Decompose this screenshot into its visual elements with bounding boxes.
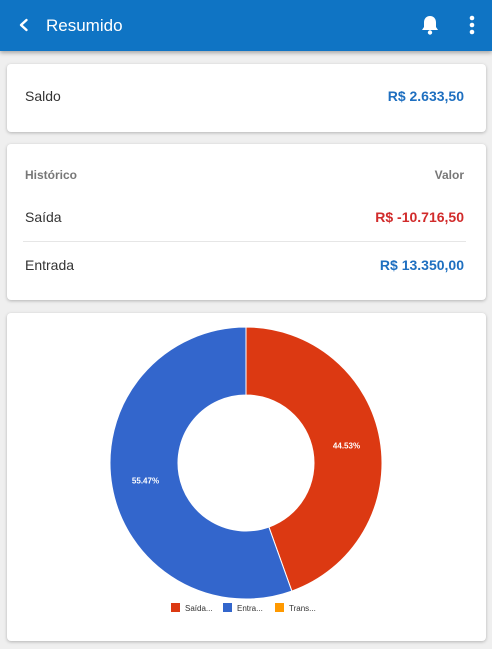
legend-swatch xyxy=(275,603,284,612)
more-vertical-icon xyxy=(469,15,475,35)
legend-item[interactable]: Saída... xyxy=(171,603,213,613)
balance-card: Saldo R$ 2.633,50 xyxy=(7,64,486,132)
balance-label: Saldo xyxy=(25,88,61,104)
history-row-label: Entrada xyxy=(25,257,75,273)
more-options-button[interactable] xyxy=(460,13,484,37)
app-bar: Resumido xyxy=(0,0,492,51)
history-row-label: Saída xyxy=(25,209,62,225)
row-divider xyxy=(23,241,466,242)
bell-icon xyxy=(422,16,438,35)
donut-chart: 44.53% 55.47% Saída... Entra... Trans... xyxy=(109,326,383,613)
history-row-value: R$ 13.350,00 xyxy=(379,257,464,273)
legend-label: Saída... xyxy=(185,604,213,613)
slice-label: 55.47% xyxy=(132,476,159,485)
history-row-saida[interactable]: Saída R$ -10.716,50 xyxy=(25,209,464,225)
history-row-entrada[interactable]: Entrada R$ 13.350,00 xyxy=(25,257,464,273)
history-header-label: Histórico xyxy=(25,168,78,182)
pie-slice[interactable] xyxy=(245,326,383,592)
history-header: Histórico Valor xyxy=(25,168,464,182)
page-title: Resumido xyxy=(46,16,123,35)
history-row-value: R$ -10.716,50 xyxy=(375,209,464,225)
notifications-button[interactable] xyxy=(418,13,442,37)
history-header-value: Valor xyxy=(434,168,464,182)
legend-item[interactable]: Trans... xyxy=(275,603,316,613)
history-card: Histórico Valor Saída R$ -10.716,50 Entr… xyxy=(7,144,486,300)
legend-item[interactable]: Entra... xyxy=(223,603,263,613)
balance-value: R$ 2.633,50 xyxy=(387,88,464,104)
slice-label: 44.53% xyxy=(333,442,360,451)
chevron-left-icon xyxy=(19,18,28,32)
pie-slice[interactable] xyxy=(109,326,293,600)
legend-label: Trans... xyxy=(289,604,316,613)
legend-swatch xyxy=(223,603,232,612)
chart-card: 44.53% 55.47% Saída... Entra... Trans... xyxy=(7,313,486,641)
balance-row: Saldo R$ 2.633,50 xyxy=(25,88,464,104)
back-button[interactable] xyxy=(12,13,36,37)
legend-swatch xyxy=(171,603,180,612)
legend-label: Entra... xyxy=(237,604,263,613)
